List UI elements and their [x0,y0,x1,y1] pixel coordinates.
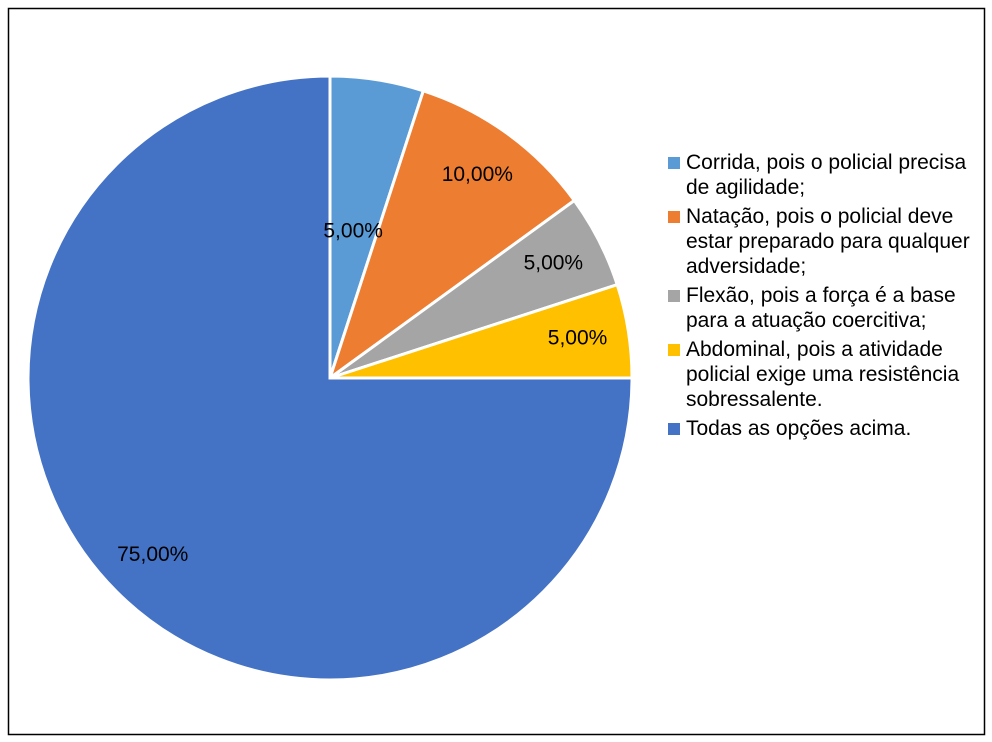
legend-label: Todas as opções acima. [686,417,912,440]
data-label: 10,00% [442,163,513,186]
legend-label: Natação, pois o policial deve estar prep… [686,205,970,278]
legend-swatch [668,157,680,169]
legend: Corrida, pois o policial precisa de agil… [668,150,980,445]
data-label: 5,00% [323,219,383,242]
legend-swatch [668,211,680,223]
legend-swatch [668,290,680,302]
legend-item: Natação, pois o policial deve estar prep… [668,204,980,279]
data-label: 75,00% [117,543,188,566]
pie-slice [26,74,634,682]
data-label: 5,00% [548,326,608,349]
legend-item: Flexão, pois a força é a base para a atu… [668,283,980,333]
legend-swatch [668,344,680,356]
legend-label: Corrida, pois o policial precisa de agil… [686,151,967,199]
legend-label: Flexão, pois a força é a base para a atu… [686,284,956,332]
legend-item: Abdominal, pois a atividade policial exi… [668,337,980,412]
legend-label: Abdominal, pois a atividade policial exi… [686,338,960,411]
legend-item: Corrida, pois o policial precisa de agil… [668,150,980,200]
data-label: 5,00% [524,252,584,275]
legend-swatch [668,423,680,435]
pie-slice [327,88,577,382]
legend-item: Todas as opções acima. [668,416,980,441]
